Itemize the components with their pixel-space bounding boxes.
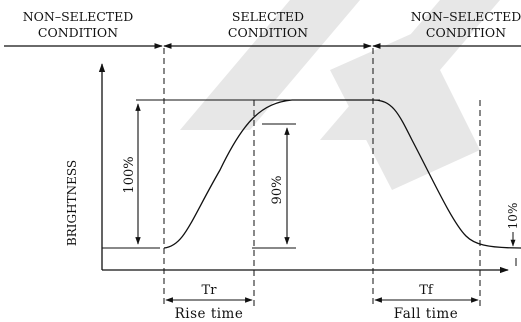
- brightness-waveform: [163, 99, 521, 249]
- guide-lines: [163, 48, 481, 306]
- svg-text:CONDITION: CONDITION: [228, 25, 308, 40]
- rise-caption: Rise time: [175, 306, 244, 322]
- watermark: [180, 0, 500, 190]
- svg-text:CONDITION: CONDITION: [426, 25, 506, 40]
- header-center-condition: SELECTED CONDITION: [228, 9, 308, 40]
- header-left-condition: NON–SELECTED CONDITION: [23, 9, 134, 40]
- fall-symbol: Tf: [419, 283, 434, 298]
- y-axis-label: BRIGHTNESS: [65, 160, 79, 246]
- svg-text:SELECTED: SELECTED: [232, 9, 304, 24]
- header-right-condition: NON–SELECTED CONDITION: [411, 9, 521, 40]
- svg-text:NON–SELECTED: NON–SELECTED: [23, 9, 134, 24]
- fall-level-label: 10%: [506, 203, 520, 230]
- rise-symbol: Tr: [202, 283, 218, 298]
- svg-text:NON–SELECTED: NON–SELECTED: [411, 9, 521, 24]
- svg-text:CONDITION: CONDITION: [38, 25, 118, 40]
- fall-caption: Fall time: [394, 306, 458, 322]
- full-range-label: 100%: [122, 156, 137, 193]
- rise-level-label: 90%: [270, 176, 285, 205]
